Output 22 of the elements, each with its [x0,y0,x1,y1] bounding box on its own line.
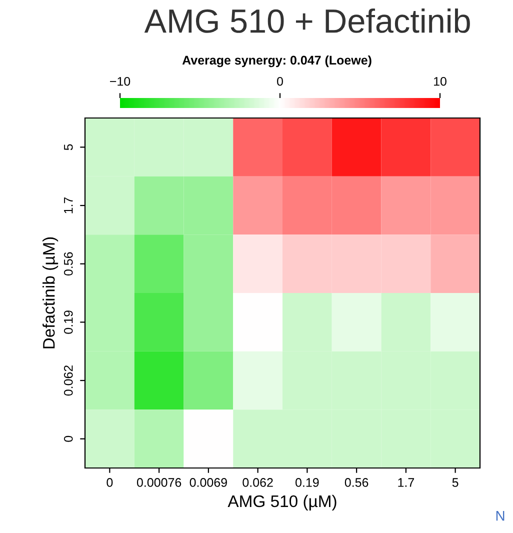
color-bar-label: 0 [277,76,283,86]
chart-subtitle: Average synergy: 0.047 (Loewe) [182,55,372,68]
y-tick-label: 0.062 [64,365,73,396]
x-tick-label: 0.56 [344,478,368,487]
x-tick-label: 0.062 [242,478,273,487]
y-tick-label: 1.7 [64,197,73,214]
x-tick-label: 5 [452,478,458,487]
chart-title: AMG 510 + Defactinib [144,8,470,33]
x-axis-title: AMG 510 (µM) [228,494,336,510]
color-bar-label: −10 [110,76,130,86]
y-tick-label: 0.56 [64,252,73,276]
y-tick-label: 0.19 [64,310,73,334]
x-tick-label: 0 [106,478,113,487]
x-tick-label: 1.7 [398,478,414,487]
y-tick-label: 0 [64,436,73,442]
color-bar-label: 10 [434,76,446,86]
x-tick-label: 0.00076 [136,478,182,487]
y-tick-label: 5 [64,144,73,150]
x-tick-label: 0.0069 [190,478,227,487]
x-tick-label: 0.19 [296,478,319,487]
text: N [496,511,504,521]
y-axis-title: Defactinib (µM) [42,237,58,348]
